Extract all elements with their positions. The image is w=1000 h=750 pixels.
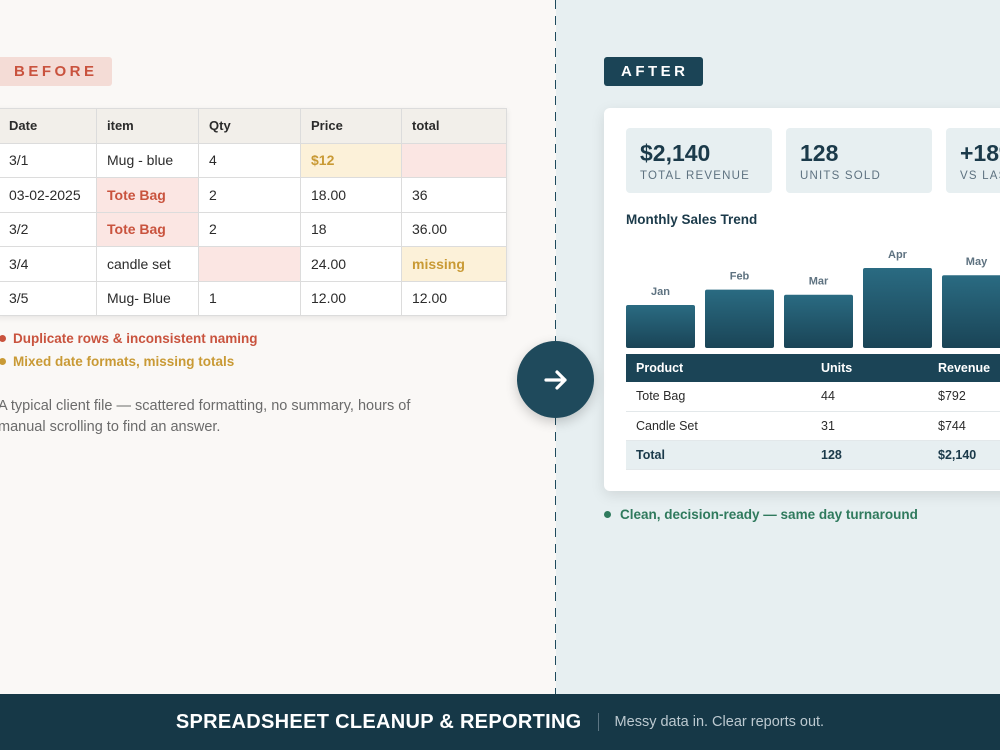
bar-feb [705, 289, 774, 348]
column-header: Qty [198, 108, 301, 144]
column-header: Revenue [928, 354, 1000, 382]
table-cell: 12.00 [300, 280, 402, 316]
bullet-dot-icon [604, 511, 611, 518]
success-note: Clean, decision-ready — same day turnaro… [604, 507, 918, 522]
table-header-row: Date item Qty Price total [0, 108, 507, 144]
table-cell-empty [401, 142, 507, 178]
bullet-dot-icon [0, 335, 6, 342]
table-total-row: Total 128 $2,140 [626, 440, 1000, 470]
footer-subtitle: Messy data in. Clear reports out. [614, 714, 825, 730]
table-cell: 36.00 [401, 211, 507, 247]
table-cell: 1 [198, 280, 301, 316]
table-cell: 4 [198, 142, 301, 178]
table-row: Tote Bag 44 $792 [626, 382, 1000, 412]
chart-title: Monthly Sales Trend [626, 212, 758, 227]
issue-formats: Mixed date formats, missing totals [0, 354, 234, 369]
issue-text: Duplicate rows & inconsistent naming [13, 331, 258, 346]
bar-jan [626, 304, 695, 348]
table-cell: 31 [811, 411, 928, 441]
table-cell: Total [626, 440, 811, 470]
table-cell: 3/2 [0, 211, 97, 247]
transform-arrow-button[interactable] [517, 341, 594, 418]
kpi-value: +18% [960, 140, 1000, 166]
table-row: Candle Set 31 $744 [626, 411, 1000, 441]
table-cell: 24.00 [300, 246, 402, 282]
table-cell: 44 [811, 382, 928, 412]
column-header: total [401, 108, 507, 144]
after-badge: AFTER [604, 57, 703, 86]
monthly-sales-chart: Jan Feb Mar Apr May [626, 249, 1000, 348]
column-header: Product [626, 354, 811, 382]
table-cell: 2 [198, 177, 301, 213]
table-cell: 128 [811, 440, 928, 470]
table-cell: $744 [928, 411, 1000, 441]
footer-banner: SPREADSHEET CLEANUP & REPORTING Messy da… [0, 694, 1000, 750]
table-cell-duplicate: Tote Bag [96, 177, 199, 213]
bar-label: May [966, 256, 988, 268]
table-cell: Mug- Blue [96, 280, 199, 316]
table-cell: 03-02-2025 [0, 177, 97, 213]
bar-label: Mar [809, 276, 829, 288]
success-text: Clean, decision-ready — same day turnaro… [620, 507, 918, 522]
table-cell: $2,140 [928, 440, 1000, 470]
table-row: 3/4 candle set 24.00 missing [0, 246, 507, 282]
bullet-dot-icon [0, 358, 6, 365]
column-header: item [96, 108, 199, 144]
after-panel: AFTER $2,140 TOTAL REVENUE 128 UNITS SOL… [556, 0, 1000, 694]
kpi-label: TOTAL REVENUE [640, 170, 750, 182]
footer-title: SPREADSHEET CLEANUP & REPORTING [175, 710, 582, 733]
report-card: $2,140 TOTAL REVENUE 128 UNITS SOLD +18%… [604, 108, 1000, 491]
table-cell: 36 [401, 177, 507, 213]
table-cell-flagged: $12 [300, 142, 402, 178]
kpi-label: UNITS SOLD [800, 170, 882, 182]
before-badge: BEFORE [0, 57, 112, 86]
table-row: 3/1 Mug - blue 4 $12 [0, 142, 507, 178]
issue-duplicates: Duplicate rows & inconsistent naming [0, 331, 258, 346]
table-cell: 3/5 [0, 280, 97, 316]
table-cell: $792 [928, 382, 1000, 412]
column-header: Units [811, 354, 928, 382]
bar-label: Jan [651, 286, 670, 298]
table-row: 3/2 Tote Bag 2 18 36.00 [0, 211, 507, 247]
kpi-value: $2,140 [640, 140, 711, 166]
bar-may [942, 275, 1000, 348]
table-row: 3/5 Mug- Blue 1 12.00 12.00 [0, 280, 507, 316]
kpi-units-sold: 128 UNITS SOLD [786, 128, 932, 193]
table-cell-empty [198, 246, 301, 282]
table-cell: 3/1 [0, 142, 97, 178]
bar-label: Feb [730, 271, 750, 283]
table-header-row: Product Units Revenue [626, 354, 1000, 382]
before-description: A typical client file — scattered format… [0, 398, 411, 435]
before-panel: BEFORE Date item Qty Price total 3/1 Mug… [0, 57, 507, 435]
table-cell: Mug - blue [96, 142, 199, 178]
arrow-right-icon [543, 369, 567, 390]
issue-text: Mixed date formats, missing totals [13, 354, 235, 369]
kpi-label: VS LAST MONTH [960, 170, 1000, 182]
table-cell: 3/4 [0, 246, 97, 282]
column-header: Date [0, 108, 97, 144]
table-cell: 18.00 [300, 177, 402, 213]
kpi-total-revenue: $2,140 TOTAL REVENUE [626, 128, 772, 193]
table-cell: Candle Set [626, 411, 811, 441]
summary-table: Product Units Revenue Tote Bag 44 $792 C… [626, 354, 1000, 470]
table-cell: 2 [198, 211, 301, 247]
raw-data-table: Date item Qty Price total 3/1 Mug - blue… [0, 108, 507, 316]
bar-apr [863, 268, 932, 348]
table-cell: 12.00 [401, 280, 507, 316]
bar-mar [784, 294, 853, 348]
bar-label: Apr [888, 249, 908, 261]
column-header: Price [300, 108, 402, 144]
table-cell: Tote Bag [626, 382, 811, 412]
table-cell-flagged: missing [401, 246, 507, 282]
table-row: 03-02-2025 Tote Bag 2 18.00 36 [0, 177, 507, 213]
table-cell-duplicate: Tote Bag [96, 211, 199, 247]
table-cell: candle set [96, 246, 199, 282]
kpi-vs-last-month: +18% VS LAST MONTH [946, 128, 1000, 193]
footer-separator [597, 713, 599, 731]
kpi-value: 128 [800, 140, 839, 166]
table-cell: 18 [300, 211, 402, 247]
